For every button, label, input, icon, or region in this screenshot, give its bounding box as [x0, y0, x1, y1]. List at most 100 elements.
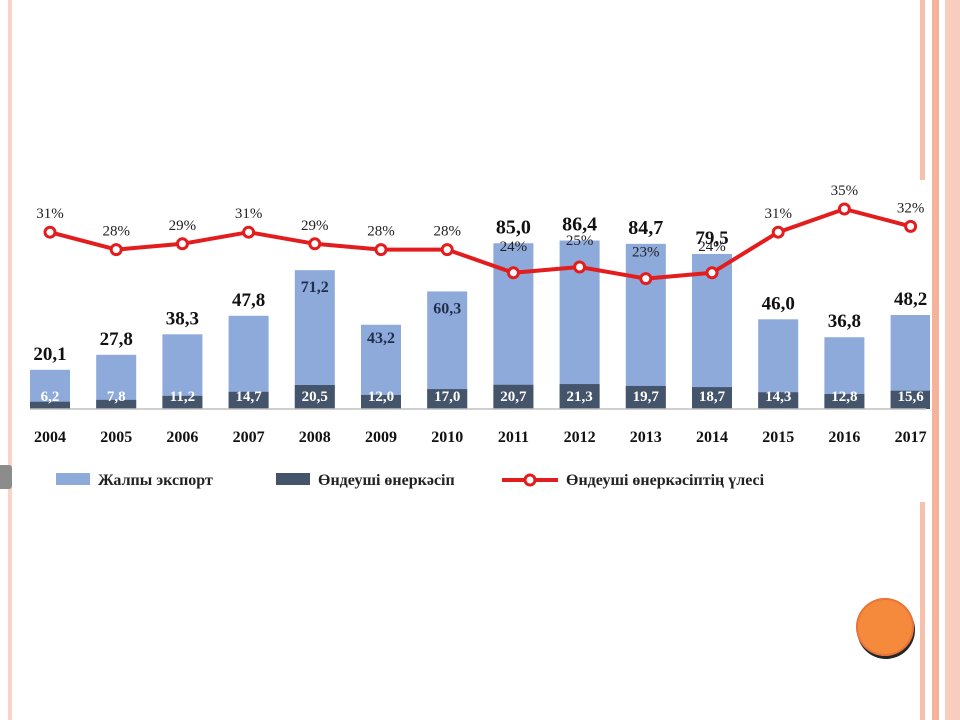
total-export-value-label: 48,2 — [894, 289, 927, 310]
share-percent-label: 28% — [433, 224, 461, 240]
side-panel-handle[interactable] — [0, 465, 12, 489]
bar-manufacturing — [692, 387, 732, 409]
share-point — [904, 219, 918, 233]
bar-manufacturing — [228, 391, 269, 409]
manufacturing-value-label: 14,7 — [235, 389, 262, 405]
bar-manufacturing — [559, 384, 600, 409]
bar-total-export — [625, 243, 666, 409]
year-tick-label: 2013 — [630, 429, 662, 446]
right-decorative-stripe — [932, 0, 939, 720]
year-tick-label: 2015 — [762, 429, 794, 446]
year-tick-label: 2012 — [564, 429, 596, 446]
manufacturing-value-label: 6,2 — [41, 389, 60, 405]
year-tick-label: 2016 — [828, 429, 860, 446]
year-tick-label: 2007 — [233, 429, 265, 446]
manufacturing-value-label: 20,7 — [500, 389, 527, 405]
manufacturing-value-label: 11,2 — [170, 389, 195, 405]
manufacturing-value-label: 12,0 — [368, 389, 394, 405]
legend-swatch-manufacturing — [276, 473, 310, 485]
legend-label-total-export: Жалпы экспорт — [98, 472, 213, 489]
share-point — [242, 225, 256, 239]
left-decorative-stripe — [8, 0, 12, 720]
bar-manufacturing — [162, 395, 203, 409]
total-export-value-label: 43,2 — [367, 330, 395, 347]
total-export-value-label: 79,5 — [695, 228, 728, 249]
year-tick-label: 2014 — [696, 429, 728, 446]
legend-label-manufacturing: Өндеуші өнеркәсіп — [318, 472, 455, 489]
share-point — [837, 202, 851, 216]
total-export-value-label: 36,8 — [828, 311, 861, 332]
bars-layer — [30, 240, 930, 409]
bar-manufacturing — [30, 401, 70, 409]
share-point — [308, 237, 322, 251]
chart-panel: 6,2 20,1 7,8 27,8 11,2 38,3 14,7 47,8 20,5 71,2 12… — [14, 180, 930, 502]
year-tick-label: 2006 — [166, 429, 198, 446]
share-percent-label: 24% — [698, 239, 726, 255]
share-point — [705, 266, 719, 280]
total-export-value-label: 85,0 — [496, 216, 531, 238]
total-export-value-label: 60,3 — [433, 300, 461, 317]
total-export-value-label: 86,4 — [562, 214, 597, 236]
total-export-value-label: 47,8 — [232, 290, 265, 311]
bar-total-export — [361, 324, 401, 409]
share-percent-label: 28% — [102, 224, 130, 240]
labels-layer: 6,2 20,1 7,8 27,8 11,2 38,3 14,7 47,8 20,5 71,2 12… — [33, 183, 927, 405]
manufacturing-value-label: 14,3 — [765, 389, 791, 405]
share-percent-label: 29% — [169, 218, 197, 234]
bar-manufacturing — [758, 392, 799, 409]
share-percent-label: 31% — [764, 206, 792, 222]
manufacturing-value-label: 19,7 — [633, 389, 660, 405]
bar-manufacturing — [493, 384, 534, 409]
year-tick-label: 2005 — [100, 429, 132, 446]
manufacturing-value-label: 15,6 — [897, 389, 924, 405]
share-percent-label: 31% — [36, 206, 64, 222]
share-point — [771, 225, 785, 239]
right-decorative-stripe — [945, 0, 960, 720]
year-tick-label: 2011 — [498, 429, 529, 446]
share-percent-label: 24% — [500, 239, 528, 255]
bar-manufacturing — [427, 389, 468, 409]
total-export-value-label: 20,1 — [33, 344, 66, 365]
manufacturing-value-label: 21,3 — [566, 389, 592, 405]
total-export-value-label: 71,2 — [301, 279, 329, 296]
share-point — [639, 272, 653, 286]
year-tick-label: 2004 — [34, 429, 66, 446]
export-chart: 6,2 20,1 7,8 27,8 11,2 38,3 14,7 47,8 20,5 71,2 12… — [30, 183, 930, 489]
bar-manufacturing — [294, 385, 335, 409]
manufacturing-value-label: 7,8 — [107, 389, 126, 405]
bar-manufacturing — [890, 390, 930, 409]
share-percent-label: 29% — [301, 218, 329, 234]
bar-manufacturing — [96, 399, 137, 409]
orange-circle-decoration — [856, 598, 914, 656]
bar-total-export — [692, 253, 732, 409]
share-percent-label: 32% — [897, 200, 925, 216]
legend-label-share: Өндеуші өнеркәсіптің үлесі — [566, 472, 765, 489]
share-point — [573, 260, 587, 274]
total-export-value-label: 84,7 — [628, 217, 663, 239]
year-tick-label: 2008 — [299, 429, 331, 446]
manufacturing-value-label: 17,0 — [434, 389, 460, 405]
share-percent-label: 23% — [632, 245, 660, 261]
share-line-layer — [43, 202, 918, 286]
share-line — [49, 207, 912, 281]
share-percent-label: 28% — [367, 224, 395, 240]
share-point — [374, 243, 388, 257]
share-point — [109, 243, 123, 257]
year-tick-label: 2010 — [431, 429, 463, 446]
total-export-value-label: 27,8 — [100, 329, 133, 350]
share-point — [506, 266, 520, 280]
share-percent-label: 31% — [235, 206, 263, 222]
manufacturing-value-label: 18,7 — [699, 389, 726, 405]
year-tick-label: 2009 — [365, 429, 397, 446]
share-point — [440, 243, 454, 257]
manufacturing-value-label: 12,8 — [831, 389, 857, 405]
share-percent-label: 35% — [831, 183, 859, 199]
legend-swatch-total-export — [56, 473, 90, 485]
bar-manufacturing — [824, 394, 865, 409]
total-export-value-label: 46,0 — [762, 293, 795, 314]
year-labels: 2004 2005 2006 2007 2008 2009 2010 2011 2012 2013… — [34, 429, 927, 446]
total-export-value-label: 38,3 — [166, 308, 199, 329]
share-point — [175, 237, 189, 251]
legend-swatch-share-marker — [523, 473, 537, 487]
bar-manufacturing — [625, 385, 666, 409]
